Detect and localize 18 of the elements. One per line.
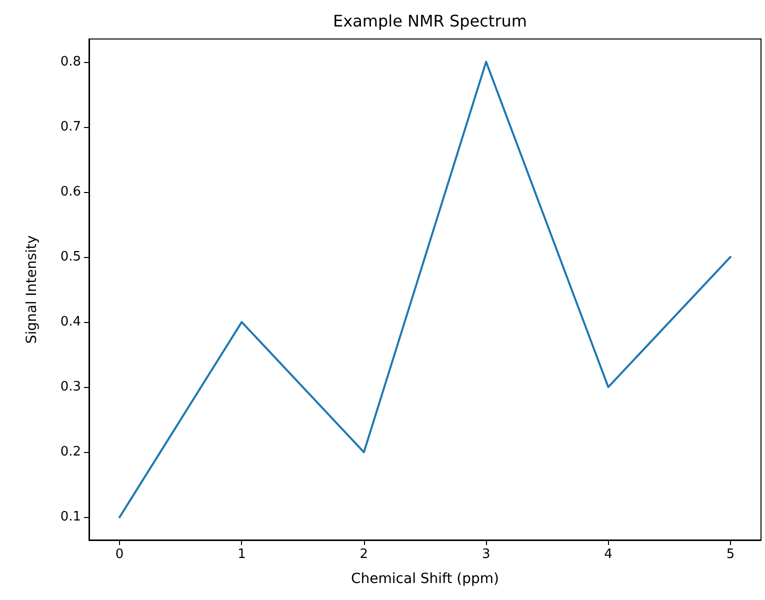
x-tick-label: 2 [360, 547, 368, 562]
y-tick-label: 0.7 [60, 119, 81, 134]
x-tick-label: 4 [604, 547, 612, 562]
y-tick-label: 0.3 [60, 380, 81, 395]
chart-title: Example NMR Spectrum [332, 12, 528, 30]
y-tick-label: 0.6 [60, 184, 81, 200]
x-axis-title: Chemical Shift (ppm) [350, 571, 500, 587]
y-tick-label: 0.2 [60, 444, 81, 460]
y-tick-label: 0.5 [60, 249, 81, 264]
x-tick-label: 3 [482, 547, 490, 562]
y-tick-label: 0.8 [60, 54, 81, 70]
x-tick-label: 1 [238, 547, 246, 562]
y-tick-label: 0.4 [60, 314, 81, 330]
x-tick-label: 5 [726, 547, 735, 562]
y-axis-title: Signal Intensity [24, 235, 40, 344]
x-tick-label: 0 [115, 547, 124, 562]
line-series [118, 60, 732, 518]
y-tick-label: 0.1 [60, 510, 81, 525]
